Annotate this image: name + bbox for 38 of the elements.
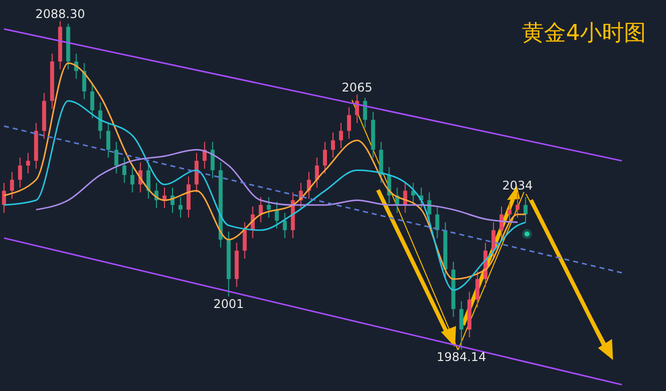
candlestick [282, 212, 287, 239]
candlestick [363, 97, 368, 128]
candlestick [322, 141, 327, 174]
candlestick [516, 192, 520, 218]
candlestick [122, 157, 126, 184]
candlestick [26, 152, 30, 174]
candlestick [194, 152, 199, 193]
candlestick [130, 166, 134, 193]
candlestick [339, 122, 344, 149]
candlestick [2, 182, 6, 214]
text: 黄金4小时图 [522, 20, 646, 48]
candlestick [18, 157, 22, 188]
candlestick [178, 196, 183, 218]
candlestick [210, 141, 215, 179]
annotation: 2001 [213, 296, 244, 311]
candlestick [347, 106, 352, 140]
candlestick [258, 196, 263, 223]
candlestick [266, 196, 271, 218]
annotation: 2034 [502, 178, 533, 192]
candlestick [106, 122, 110, 158]
candlestick [98, 102, 102, 140]
candlestick [82, 62, 86, 100]
candlestick [475, 270, 480, 308]
candlestick [10, 171, 14, 200]
candlestick [90, 83, 94, 119]
candlestick [146, 162, 150, 200]
candlestick [459, 300, 464, 350]
candlestick [427, 192, 432, 223]
candlestick [435, 206, 440, 239]
candlestick [508, 201, 512, 223]
candlestick [330, 132, 335, 158]
candlestick [242, 222, 247, 260]
candlestick [114, 141, 118, 174]
candlestick [491, 222, 496, 260]
annotation: 2065 [342, 80, 372, 95]
annotation: 2088.30 [35, 7, 85, 22]
annotation: 1984.14 [436, 350, 486, 364]
candlestick [524, 196, 528, 223]
